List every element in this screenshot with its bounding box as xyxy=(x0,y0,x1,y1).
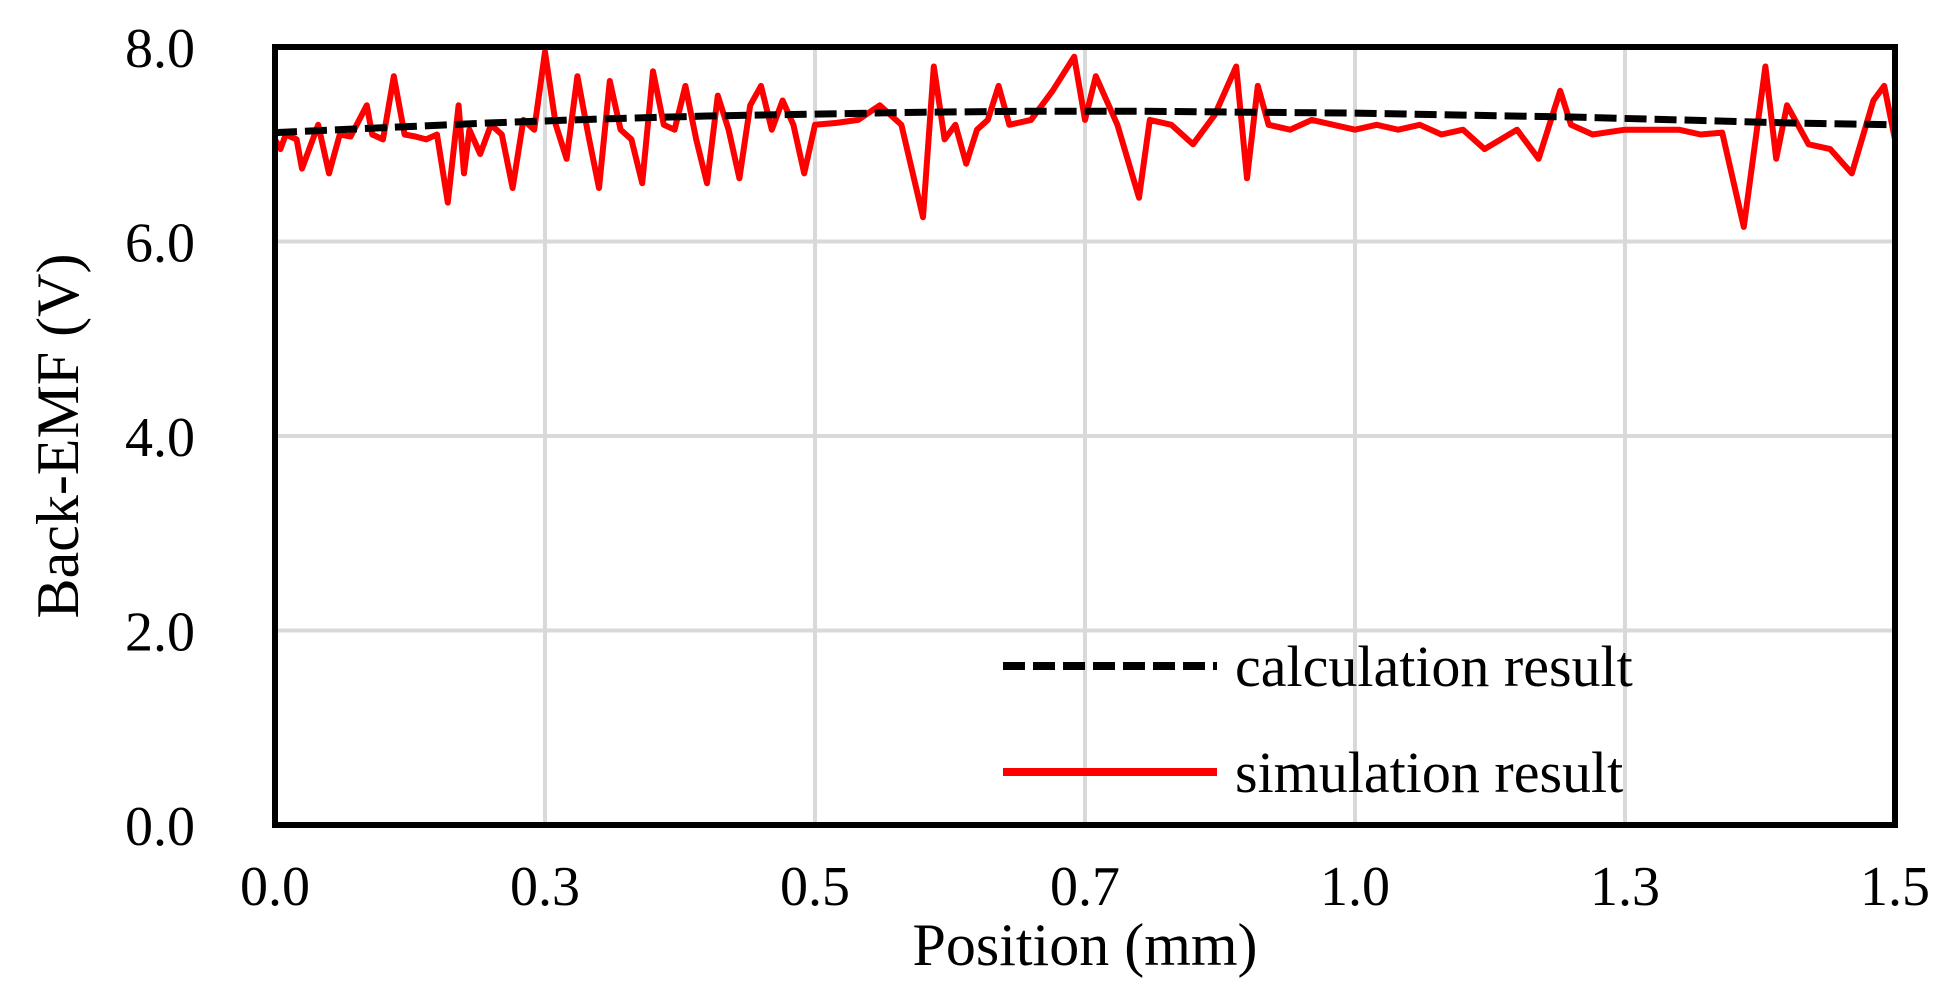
y-axis-ticks: 0.0 2.0 4.0 6.0 8.0 xyxy=(125,18,195,858)
y-tick-label: 0.0 xyxy=(125,796,195,858)
x-tick-label: 0.5 xyxy=(780,856,850,918)
x-tick-label: 1.5 xyxy=(1860,856,1930,918)
y-tick-label: 2.0 xyxy=(125,602,195,664)
x-tick-label: 0.7 xyxy=(1050,856,1120,918)
legend-label-simulation: simulation result xyxy=(1235,740,1623,805)
x-tick-label: 1.3 xyxy=(1590,856,1660,918)
y-tick-label: 8.0 xyxy=(125,18,195,80)
plot-frame xyxy=(272,44,1898,828)
series-group xyxy=(272,48,1898,230)
series-line-simulation xyxy=(272,48,1898,230)
y-tick-label: 4.0 xyxy=(125,407,195,469)
legend: calculation result simulation result xyxy=(1003,634,1633,805)
y-axis-title: Back-EMF (V) xyxy=(25,254,91,619)
x-tick-label: 0.0 xyxy=(240,856,310,918)
x-axis-ticks: 0.0 0.3 0.5 0.7 1.0 1.3 1.5 xyxy=(240,856,1930,918)
x-tick-label: 1.0 xyxy=(1320,856,1390,918)
legend-label-calculation: calculation result xyxy=(1235,634,1633,699)
x-axis-title: Position (mm) xyxy=(912,912,1257,978)
x-tick-label: 0.3 xyxy=(510,856,580,918)
y-tick-label: 6.0 xyxy=(125,213,195,275)
series-line-calculation xyxy=(274,107,1896,137)
grid xyxy=(275,47,1895,825)
